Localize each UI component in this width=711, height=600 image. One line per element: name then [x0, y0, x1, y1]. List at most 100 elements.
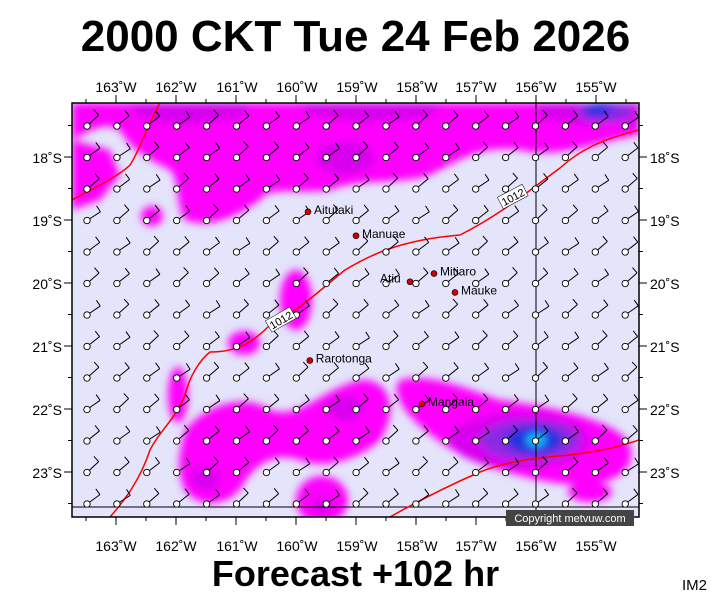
wind-barb	[173, 488, 190, 508]
wind-barb	[322, 298, 339, 319]
wind-barb	[621, 394, 639, 414]
wind-barb	[561, 456, 579, 477]
wind-barb	[501, 424, 519, 445]
svg-text:18˚S: 18˚S	[32, 150, 62, 166]
wind-barb	[621, 457, 639, 477]
wind-barb	[412, 236, 430, 256]
wind-barb	[202, 142, 221, 162]
wind-barb	[83, 361, 100, 382]
wind-barb	[292, 457, 311, 477]
wind-barb	[232, 141, 249, 162]
wind-barb	[531, 109, 548, 130]
wind-barb	[143, 426, 161, 445]
wind-barb	[113, 456, 130, 477]
wind-barb	[561, 362, 579, 382]
wind-barb	[442, 267, 459, 288]
wind-barb	[621, 172, 638, 193]
wind-barb	[173, 299, 191, 319]
svg-text:155˚W: 155˚W	[575, 79, 617, 95]
wind-barb	[83, 109, 100, 130]
svg-text:20˚S: 20˚S	[650, 276, 680, 292]
wind-barb	[501, 236, 519, 256]
wind-barb	[143, 362, 161, 382]
wind-barb	[591, 362, 609, 382]
wind-barb	[531, 173, 549, 193]
wind-barb	[591, 424, 608, 445]
wind-barb	[621, 111, 639, 130]
wind-barb	[531, 394, 550, 414]
island-label: Atiu	[380, 272, 401, 286]
wind-barb	[472, 362, 490, 382]
svg-text:21˚S: 21˚S	[650, 339, 680, 355]
svg-text:160˚W: 160˚W	[276, 79, 318, 95]
wind-barb	[382, 172, 399, 193]
wind-barb	[382, 268, 400, 288]
wind-barb	[412, 205, 430, 225]
wind-barb	[382, 110, 400, 130]
wind-barb	[173, 424, 190, 445]
wind-barb	[83, 456, 100, 477]
wind-barb	[352, 299, 369, 319]
svg-text:156˚W: 156˚W	[515, 79, 557, 95]
wind-barb	[412, 173, 429, 193]
wind-barb	[113, 204, 130, 225]
wind-barb	[262, 204, 280, 225]
wind-barb	[83, 236, 101, 256]
wind-barb	[442, 456, 459, 477]
wind-barb	[501, 267, 518, 288]
wind-barb	[113, 298, 130, 319]
wind-barb	[382, 236, 399, 256]
wind-barb	[442, 331, 460, 351]
wind-barb	[561, 110, 579, 130]
island-marker	[430, 270, 438, 277]
wind-barb	[531, 488, 550, 508]
wind-barb	[501, 330, 519, 351]
wind-barb	[561, 204, 579, 225]
wind-barb	[83, 394, 101, 414]
wind-barb	[232, 267, 250, 288]
wind-barb	[113, 236, 131, 256]
wind-barb	[382, 488, 399, 508]
wind-barb	[143, 173, 161, 193]
wind-barb	[322, 488, 340, 508]
wind-barb	[202, 425, 220, 445]
wind-barb	[202, 300, 221, 319]
wind-barb	[591, 235, 608, 256]
wind-barb	[83, 142, 101, 162]
wind-barb	[382, 424, 399, 445]
wind-barb	[621, 425, 638, 445]
wind-barb	[232, 362, 250, 382]
wind-barb	[382, 362, 400, 382]
wind-barb	[501, 457, 520, 477]
wind-barb	[501, 299, 519, 319]
wind-barb	[352, 331, 370, 351]
wind-barb	[113, 393, 129, 414]
wind-barb	[531, 142, 550, 162]
wind-barb	[412, 361, 429, 382]
svg-text:163˚W: 163˚W	[95, 538, 137, 554]
wind-barb	[202, 330, 220, 351]
svg-text:162˚W: 162˚W	[155, 538, 197, 554]
wind-barb	[501, 110, 520, 130]
wind-barb	[621, 236, 639, 256]
wind-barb	[292, 330, 310, 351]
wind-barb	[232, 110, 250, 130]
wind-barb	[621, 267, 638, 288]
wind-barb	[262, 299, 280, 319]
wind-barb	[352, 110, 370, 130]
wind-barb	[561, 393, 578, 414]
island-label: Aitutaki	[314, 203, 353, 217]
wind-barb	[143, 141, 160, 162]
wind-barb	[143, 268, 161, 288]
wind-barb	[561, 173, 579, 193]
wind-barb	[472, 299, 489, 319]
wind-barb	[232, 237, 251, 256]
svg-text:156˚W: 156˚W	[515, 538, 557, 554]
wind-barb	[202, 204, 219, 225]
wind-barb	[202, 361, 220, 382]
wind-barb	[292, 425, 309, 445]
wind-barb	[531, 425, 549, 445]
wind-barb	[262, 362, 280, 382]
wind-barb	[173, 393, 190, 414]
wind-barb	[173, 363, 191, 382]
